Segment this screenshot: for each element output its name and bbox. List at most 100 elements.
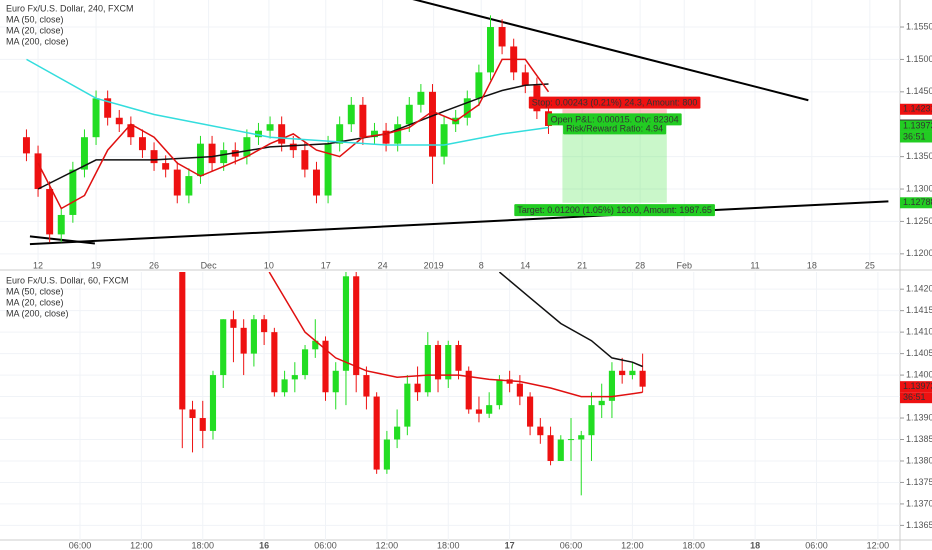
candle-body — [639, 370, 646, 387]
x-tick-label: 06:00 — [314, 540, 337, 550]
y-tick-label: 1.13750 — [906, 477, 932, 487]
x-tick-label: 12 — [33, 260, 43, 270]
candle-body — [162, 163, 170, 170]
x-tick-label: 18:00 — [437, 540, 460, 550]
chart-title: Euro Fx/U.S. Dollar, 60, FXCM — [6, 275, 129, 285]
x-tick-label: 18 — [750, 540, 760, 550]
candle-body — [537, 426, 544, 436]
moving-average — [37, 58, 550, 210]
candle-body — [209, 375, 217, 431]
candle-body — [230, 319, 237, 328]
candle-body — [475, 409, 483, 414]
candle-body — [208, 143, 216, 164]
x-tick-label: 18:00 — [683, 540, 706, 550]
stop-label-bg — [528, 96, 701, 109]
candle-body — [278, 124, 286, 144]
candle-body — [301, 349, 309, 376]
candle-body — [220, 319, 227, 376]
candle-body — [359, 104, 367, 138]
legend-entry: MA (50, close) — [6, 14, 64, 24]
candle-body — [104, 98, 112, 118]
x-tick-label: 18:00 — [191, 540, 214, 550]
countdown: 36:51 — [903, 392, 926, 402]
x-tick-label: 06:00 — [69, 540, 92, 550]
x-tick-label: 2019 — [424, 260, 444, 270]
legend-entry: MA (200, close) — [6, 308, 69, 318]
y-tick-label: 1.14500 — [906, 86, 932, 96]
candle-body — [567, 439, 575, 441]
candle-body — [22, 137, 30, 154]
x-tick-label: 12:00 — [130, 540, 153, 550]
candle-body — [404, 383, 411, 427]
candle-body — [383, 439, 390, 470]
candle-body — [332, 370, 339, 393]
pane — [0, 272, 900, 540]
y-tick-label: 1.12000 — [906, 248, 932, 258]
x-tick-label: 06:00 — [560, 540, 583, 550]
candle-body — [363, 375, 370, 397]
candle-body — [189, 409, 196, 419]
candle-body — [353, 276, 360, 376]
x-tick-label: 18 — [807, 260, 817, 270]
x-tick-label: 24 — [378, 260, 388, 270]
candle-body — [578, 435, 585, 440]
y-tick-label: 1.13900 — [906, 412, 932, 422]
x-tick-label: 21 — [577, 260, 587, 270]
candle-body — [440, 124, 448, 157]
x-tick-label: 19 — [91, 260, 101, 270]
candle-body — [150, 150, 158, 164]
candle-body — [336, 124, 344, 144]
candle-body — [281, 379, 288, 393]
candle-body — [347, 104, 355, 125]
candle-body — [557, 439, 564, 461]
candle-body — [487, 27, 494, 73]
x-tick-label: 8 — [479, 260, 484, 270]
candle-body — [394, 124, 402, 144]
candle-body — [179, 272, 186, 410]
candle-body — [547, 435, 554, 461]
candle-body — [185, 176, 193, 196]
y-tick-label: 1.13700 — [906, 498, 932, 508]
x-tick-label: Dec — [201, 260, 218, 270]
candle-body — [486, 405, 493, 414]
target-label-bg — [514, 204, 715, 217]
candle-body — [370, 130, 378, 138]
price-badge — [900, 381, 932, 393]
x-tick-label: 26 — [149, 260, 159, 270]
x-tick-label: 12:00 — [621, 540, 644, 550]
candle-body — [127, 124, 135, 138]
countdown: 36:51 — [903, 131, 926, 141]
target-label: Target: 0.01200 (1.05%) 120.0, Amount: 1… — [517, 205, 712, 215]
candle-body — [445, 345, 452, 380]
moving-average — [37, 83, 549, 190]
x-tick-label: 25 — [865, 260, 875, 270]
candle-body — [429, 91, 436, 157]
price-badge — [900, 197, 932, 209]
x-tick-label: 17 — [505, 540, 515, 550]
candle-body — [57, 214, 65, 235]
x-tick-label: 16 — [259, 540, 269, 550]
candle-body — [92, 98, 100, 138]
candle-body — [394, 426, 401, 440]
x-tick-label: 11 — [750, 260, 759, 270]
target-zone — [562, 125, 667, 203]
candle-body — [69, 169, 77, 215]
candle-body — [588, 405, 595, 436]
chart-title: Euro Fx/U.S. Dollar, 240, FXCM — [6, 3, 134, 13]
candle-body — [254, 130, 262, 138]
candle-body — [527, 396, 534, 427]
candle-body — [138, 137, 146, 151]
y-tick-label: 1.13850 — [906, 434, 932, 444]
candle-body — [196, 143, 204, 177]
y-tick-label: 1.14000 — [906, 369, 932, 379]
trendline — [29, 200, 889, 246]
candle-body — [405, 104, 413, 125]
legend-entry: MA (20, close) — [6, 25, 64, 35]
candle-body — [322, 340, 329, 393]
candle-body — [342, 276, 350, 371]
moving-average — [268, 272, 643, 398]
trendline — [412, 0, 809, 102]
candle-body — [243, 137, 251, 157]
candle-body — [382, 130, 390, 144]
